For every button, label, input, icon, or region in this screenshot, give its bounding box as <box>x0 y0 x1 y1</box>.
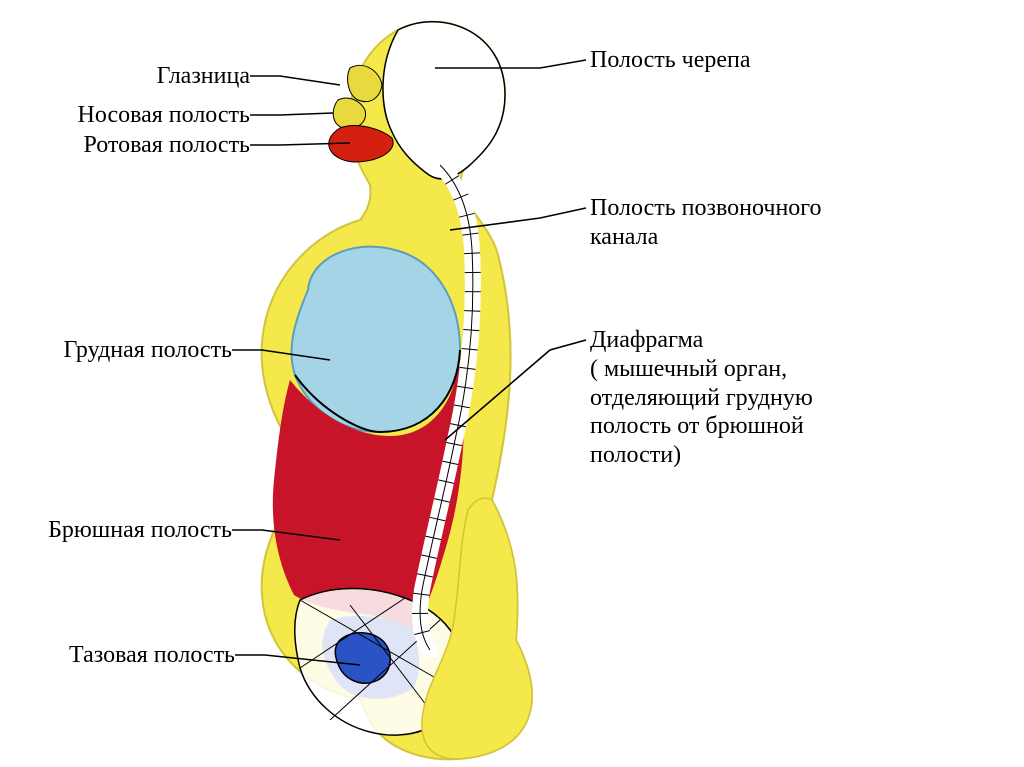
label-abdominal: Брюшная полость <box>48 516 232 545</box>
label-cranial: Полость черепа <box>590 46 751 75</box>
label-nasal: Носовая полость <box>78 101 250 130</box>
label-thoracic: Грудная полость <box>64 336 232 365</box>
label-pelvic: Тазовая полость <box>69 641 235 670</box>
label-eye_socket: Глазница <box>157 62 250 91</box>
diagram-canvas: Глазница Носовая полостьРотовая полость Гр… <box>0 0 1024 767</box>
label-diaphragm: Диафрагма ( мышечный орган, отделяющий г… <box>590 326 813 470</box>
label-spinal: Полость позвоночного канала <box>590 194 822 252</box>
label-oral: Ротовая полость <box>84 131 251 160</box>
